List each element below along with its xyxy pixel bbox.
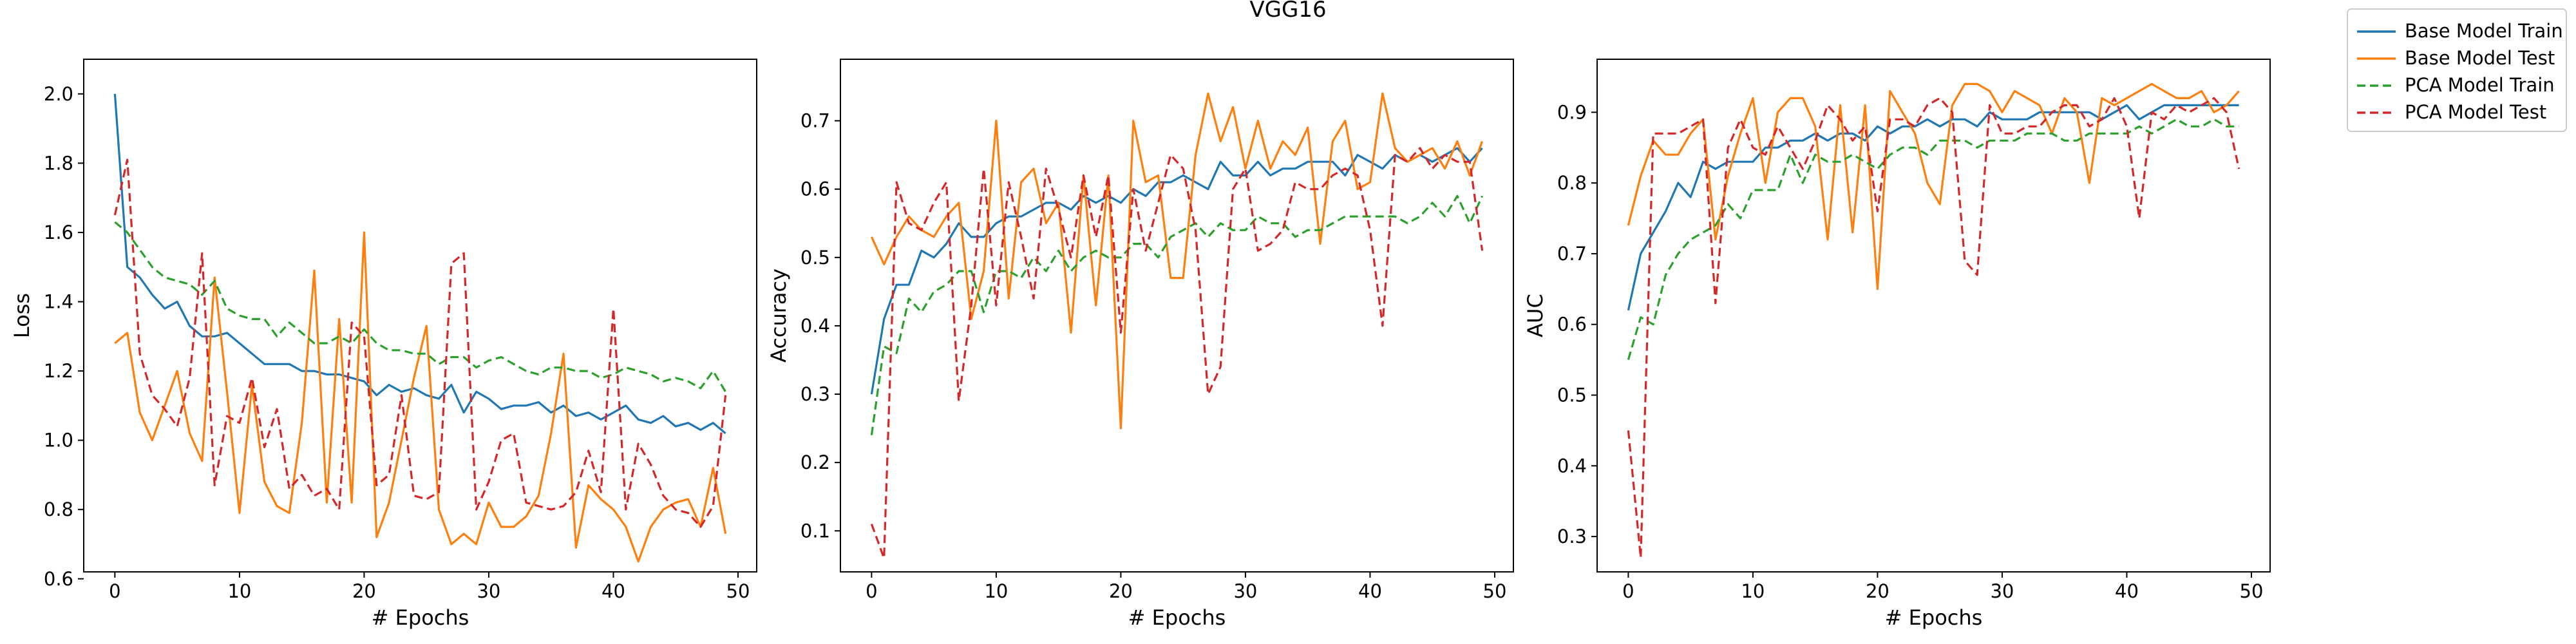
x-tick-label-20: 20: [1109, 580, 1133, 602]
x-tick-label-20: 20: [1866, 580, 1889, 602]
x-tick-label-40: 40: [1358, 580, 1382, 602]
axes-frame-loss: [83, 59, 757, 573]
y-tick-label-3: 0.6: [1557, 314, 1587, 336]
series-line-pca-model-train-auc: [1627, 118, 2239, 361]
x-tick-label-40: 40: [2115, 580, 2139, 602]
y-tick-label-1: 0.8: [44, 498, 73, 520]
y-tick-label-5: 0.8: [1557, 172, 1587, 194]
x-tick-label-10: 10: [984, 580, 1008, 602]
x-axis-label-accuracy: # Epochs: [1128, 605, 1226, 630]
x-tick-label-50: 50: [2240, 580, 2264, 602]
x-tick-label-0: 0: [1622, 580, 1634, 602]
legend-label-pca-model-test: PCA Model Test: [2405, 101, 2546, 123]
y-tick-label-0: 0.6: [44, 568, 73, 590]
y-tick-label-6: 0.9: [1557, 101, 1587, 123]
series-line-pca-model-test-loss: [113, 158, 727, 528]
y-axis-label-loss: Loss: [10, 293, 34, 338]
series-line-base-model-test-accuracy: [870, 92, 1484, 430]
y-tick-label-2: 1.0: [44, 430, 73, 451]
series-layer-loss: [113, 93, 727, 563]
x-tick-label-0: 0: [866, 580, 877, 602]
y-tick-label-0: 0.1: [800, 520, 830, 542]
x-tick-label-10: 10: [227, 580, 251, 602]
y-tick-label-1: 0.4: [1557, 455, 1587, 477]
panel-accuracy: 0 10 20 30 40 50 0.1 0.2 0.3 0.4 0.5 0.6 0.7 # Epochs…: [766, 59, 1514, 630]
y-tick-label-5: 1.6: [44, 222, 73, 243]
panel-auc: 0 10 20 30 40 50 0.3 0.4 0.5 0.6 0.7 0.8 0.9 # Epochs…: [1523, 59, 2271, 630]
x-tick-label-30: 30: [1990, 580, 2014, 602]
y-tick-label-1: 0.2: [800, 451, 830, 473]
x-tick-label-50: 50: [1483, 580, 1507, 602]
legend-entry-pca-model-test: PCA Model Test: [2357, 101, 2546, 123]
series-line-pca-model-train-loss: [114, 221, 726, 393]
series-layer-auc: [1627, 82, 2240, 559]
panels-layer: 0 10 20 30 40 50 0.6 0.8 1.0 1.2 1.4 1.6 1.8 2.0 # Epo…: [10, 59, 2271, 630]
series-line-base-model-train-loss: [113, 93, 726, 435]
y-tick-label-6: 1.8: [44, 152, 73, 174]
x-tick-label-30: 30: [477, 580, 500, 602]
legend-label-base-model-train: Base Model Train: [2405, 20, 2563, 42]
x-tick-label-30: 30: [1233, 580, 1257, 602]
series-layer-accuracy: [870, 92, 1484, 560]
series-line-pca-model-test-auc: [1627, 97, 2240, 559]
panel-loss: 0 10 20 30 40 50 0.6 0.8 1.0 1.2 1.4 1.6 1.8 2.0 # Epo…: [10, 59, 757, 630]
series-line-base-model-test-loss: [114, 231, 727, 563]
series-line-base-model-test-auc: [1627, 82, 2240, 290]
series-line-base-model-train-auc: [1627, 104, 2239, 311]
y-tick-label-4: 0.7: [1557, 243, 1587, 265]
y-tick-label-2: 0.5: [1557, 384, 1587, 406]
y-tick-label-7: 2.0: [44, 83, 73, 105]
legend-frame: [2347, 8, 2567, 132]
y-tick-label-4: 0.5: [800, 247, 830, 269]
axes-frame-auc: [1596, 59, 2271, 573]
series-line-base-model-train-accuracy: [870, 147, 1483, 395]
legend-label-pca-model-train: PCA Model Train: [2405, 74, 2555, 96]
y-axis-label-auc: AUC: [1523, 294, 1548, 337]
x-tick-label-10: 10: [1741, 580, 1765, 602]
y-tick-label-6: 0.7: [800, 110, 830, 132]
legend-label-base-model-test: Base Model Test: [2405, 47, 2555, 69]
x-axis-label-loss: # Epochs: [372, 605, 469, 630]
x-axis-label-auc: # Epochs: [1885, 605, 1983, 630]
series-line-pca-model-train-accuracy: [870, 194, 1484, 435]
x-tick-label-40: 40: [601, 580, 625, 602]
y-axis-label-accuracy: Accuracy: [766, 269, 791, 363]
legend-entry-base-model-train: Base Model Train: [2357, 20, 2563, 42]
y-tick-label-4: 1.4: [44, 290, 73, 312]
legend-entry-base-model-test: Base Model Test: [2357, 47, 2555, 69]
legend-entry-pca-model-train: PCA Model Train: [2357, 74, 2555, 96]
y-tick-label-5: 0.6: [800, 178, 830, 200]
x-tick-label-20: 20: [352, 580, 376, 602]
y-tick-label-0: 0.3: [1557, 526, 1587, 547]
series-line-pca-model-test-accuracy: [870, 147, 1484, 560]
x-tick-label-50: 50: [726, 580, 750, 602]
chart-title: VGG16: [1249, 0, 1326, 23]
y-tick-label-3: 0.4: [800, 315, 830, 337]
x-tick-label-0: 0: [109, 580, 120, 602]
axes-frame-accuracy: [840, 59, 1514, 573]
legend: Base Model Train Base Model Test PCA Mod…: [2347, 8, 2567, 132]
y-tick-label-2: 0.3: [800, 383, 830, 405]
y-tick-label-3: 1.2: [44, 360, 73, 382]
